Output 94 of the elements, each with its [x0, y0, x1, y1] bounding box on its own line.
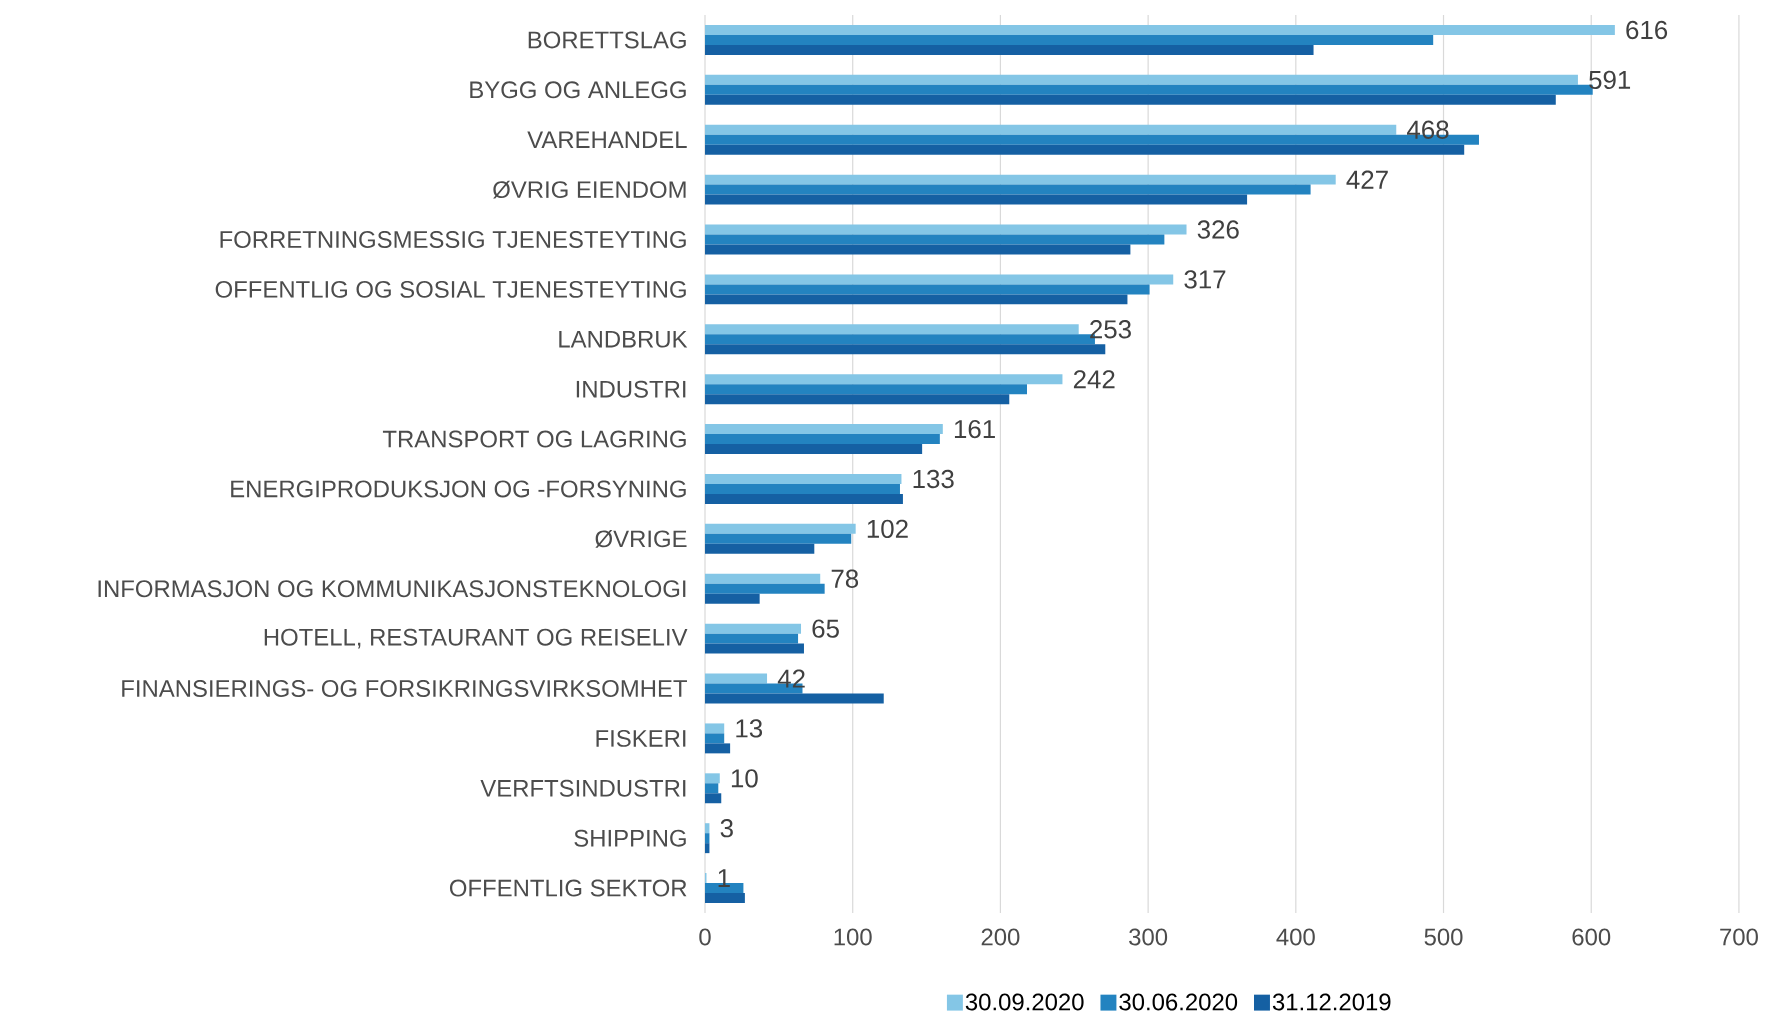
bar [705, 583, 825, 594]
legend-label: 30.06.2020 [1119, 993, 1238, 1011]
bar [705, 833, 710, 844]
x-tick-label: 600 [1572, 928, 1611, 946]
bar [705, 424, 943, 435]
y-tick-label: INFORMASJON OG KOMMUNIKASJONSTEKNOLOGI [98, 580, 686, 598]
x-tick-label: 400 [1276, 928, 1315, 946]
x-tick-label: 700 [1720, 928, 1758, 946]
bar [705, 234, 1165, 245]
bar [705, 783, 719, 794]
data-label: 1 [718, 869, 730, 887]
bar [705, 593, 760, 604]
bar [705, 893, 745, 904]
bar [705, 284, 1150, 295]
bar [705, 523, 856, 534]
y-tick-label: HOTELL, RESTAURANT OG REISELIV [264, 628, 688, 649]
bar [705, 673, 768, 684]
bar [705, 493, 903, 504]
bar [705, 24, 1615, 35]
bar [705, 394, 1010, 405]
bar [705, 444, 923, 455]
y-tick-label: ØVRIG EIENDOM [493, 180, 686, 199]
data-label: 78 [831, 569, 859, 588]
data-label: 427 [1346, 170, 1388, 189]
bar [705, 473, 902, 484]
y-tick-label: VERFTSINDUSTRI [480, 779, 686, 797]
bar [705, 94, 1556, 105]
bar [705, 434, 940, 445]
bar [705, 573, 821, 584]
data-label: 65 [812, 619, 839, 638]
data-label: 253 [1090, 320, 1131, 339]
data-label: 102 [867, 519, 908, 539]
bar [705, 174, 1336, 185]
bar [705, 144, 1465, 155]
bar [705, 44, 1314, 55]
y-tick-label: ØVRIGE [595, 529, 687, 548]
bar [705, 324, 1079, 335]
y-tick-label: OFFENTLIG SEKTOR [449, 879, 687, 897]
y-tick-label: LANDBRUK [559, 330, 688, 348]
bar [705, 633, 799, 644]
bar [705, 843, 710, 854]
bar [705, 374, 1063, 385]
data-label: 326 [1197, 220, 1239, 239]
data-label: 317 [1184, 270, 1226, 289]
data-label: 3 [720, 819, 733, 838]
x-tick-label: 500 [1424, 928, 1463, 946]
y-tick-label: SHIPPING [574, 829, 686, 847]
bar [705, 483, 900, 494]
x-tick-label: 300 [1129, 928, 1168, 946]
legend-label: 30.09.2020 [965, 993, 1084, 1011]
bar [705, 773, 720, 784]
data-label: 161 [954, 419, 995, 439]
bar [705, 693, 884, 704]
x-tick-label: 200 [981, 928, 1020, 946]
data-label: 468 [1407, 120, 1449, 139]
y-tick-label: ENERGIPRODUKSJON OG -FORSYNING [231, 480, 686, 498]
bar [705, 543, 815, 554]
bar [705, 793, 722, 804]
data-label: 13 [736, 719, 763, 738]
y-tick-label: OFFENTLIG OG SOSIAL TJENESTEYTING [215, 280, 686, 298]
y-tick-label: BORETTSLAG [528, 31, 686, 49]
bar [705, 643, 804, 654]
bar [705, 823, 710, 834]
bar [705, 184, 1311, 195]
data-label: 133 [913, 469, 954, 489]
bar [705, 723, 725, 734]
y-tick-label: TRANSPORT OG LAGRING [382, 430, 686, 448]
legend-label: 31.12.2019 [1272, 993, 1391, 1011]
bar [705, 384, 1027, 395]
data-label: 242 [1073, 370, 1115, 389]
data-label: 616 [1626, 20, 1668, 40]
bar [705, 733, 725, 744]
bar [705, 533, 852, 544]
bar [705, 194, 1248, 205]
bar [705, 244, 1131, 255]
bar [705, 743, 731, 754]
x-tick-label: 0 [699, 928, 711, 946]
bar [705, 623, 802, 634]
y-tick-label: VAREHANDEL [527, 131, 687, 148]
y-tick-label: BYGG OG ANLEGG [470, 81, 686, 99]
data-label: 591 [1589, 70, 1631, 90]
bar [705, 34, 1434, 45]
bar [705, 344, 1106, 355]
bar [705, 74, 1578, 85]
x-tick-label: 100 [834, 928, 872, 946]
bar [705, 224, 1187, 235]
bar [705, 124, 1397, 135]
y-tick-label: FINANSIERINGS- OG FORSIKRINGSVIRKSOMHET [122, 680, 687, 697]
bar [705, 294, 1128, 305]
y-tick-label: FORRETNINGSMESSIG TJENESTEYTING [220, 231, 686, 248]
data-label: 10 [731, 769, 758, 788]
y-tick-label: INDUSTRI [576, 380, 686, 398]
y-tick-label: FISKERI [596, 729, 686, 747]
bar [705, 274, 1174, 285]
